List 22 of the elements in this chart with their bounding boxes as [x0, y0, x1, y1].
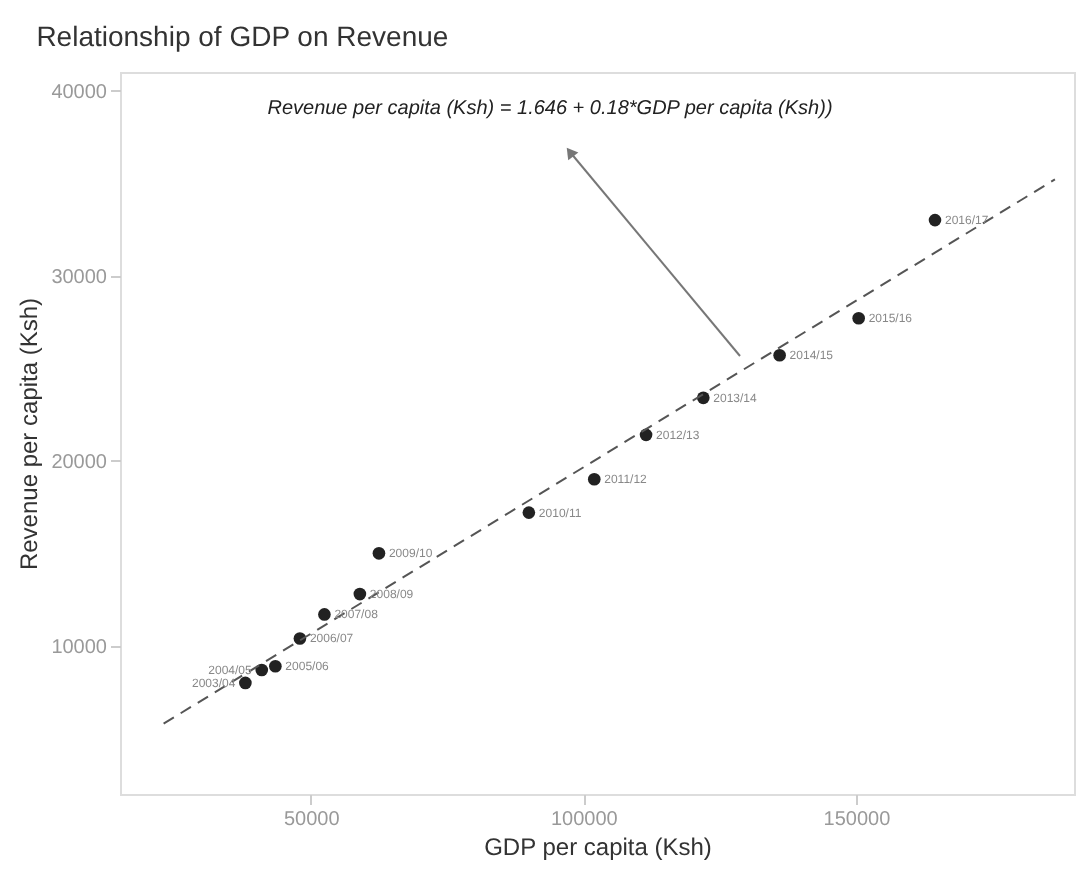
point — [318, 608, 331, 621]
x-tick-label: 50000 — [283, 809, 341, 831]
point — [928, 213, 942, 227]
point — [239, 676, 252, 690]
y-tick-label: 10000 — [51, 636, 108, 659]
x-axis-title: GDP per capita (Ksh) — [484, 833, 712, 861]
y-tick-label: 20000 — [51, 451, 108, 474]
point — [269, 659, 282, 673]
x-tick-label: 100000 — [551, 809, 619, 831]
point — [372, 547, 386, 560]
y-tick-label: 30000 — [51, 266, 108, 289]
annotation: Revenue per capita (Ksh) = 1.646 + 0.18*GDP per capita (Ksh)) — [267, 98, 833, 120]
point — [255, 663, 269, 677]
point — [852, 311, 865, 325]
point — [773, 348, 786, 362]
y-axis-title: Revenue per capita (Ksh) — [15, 297, 44, 571]
point — [522, 506, 536, 519]
point — [587, 472, 601, 486]
y-tick-label: 40000 — [51, 81, 108, 104]
point — [353, 587, 367, 601]
chart-title: Relationship of GDP on Revenue — [36, 20, 449, 52]
x-tick-label: 150000 — [823, 809, 892, 831]
